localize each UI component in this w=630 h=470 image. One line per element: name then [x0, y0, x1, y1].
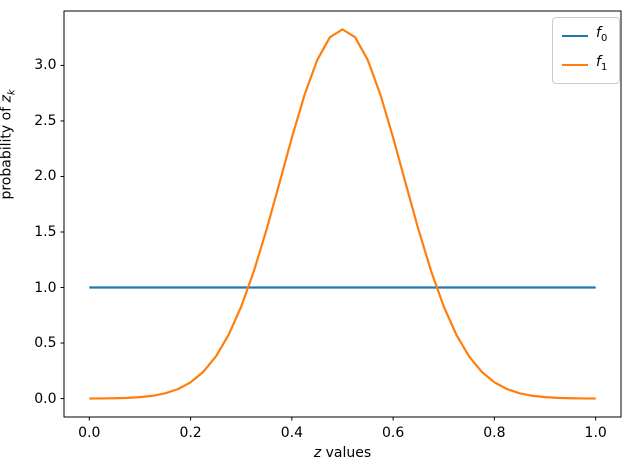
x-tick-label: 0.6 [381, 424, 405, 441]
x-tick-label: 1.0 [584, 424, 607, 441]
y-tick-label: 0.5 [34, 335, 57, 352]
legend-label-f0: f0 [596, 25, 608, 44]
y-tick-label: 1.0 [34, 279, 57, 296]
y-tick-label: 1.5 [34, 223, 57, 240]
y-tick-label: 2.5 [34, 112, 57, 129]
y-axis-label-variable: z [0, 95, 15, 103]
x-tick-label: 0.0 [78, 424, 101, 441]
x-tick-label: 0.2 [179, 424, 202, 441]
y-axis-label: probability of zk [0, 74, 17, 214]
legend-line-sample-f1 [562, 63, 588, 66]
series-line-f1 [89, 28, 596, 400]
axes-spines [63, 10, 622, 418]
y-axis-label-text: probability of [0, 102, 15, 200]
x-axis-label-variable: z [313, 445, 322, 461]
x-tick-label: 0.8 [483, 424, 506, 441]
y-tick-label: 3.0 [34, 57, 57, 74]
legend-item-f1: f1 [562, 54, 610, 76]
legend-item-f0: f0 [562, 25, 610, 47]
y-tick-label: 2.0 [34, 168, 57, 185]
x-tick-label: 0.4 [280, 424, 303, 441]
y-tick-label: 0.0 [34, 390, 57, 407]
legend: f0 f1 [552, 17, 620, 84]
x-axis-label-text: values [321, 445, 372, 461]
legend-line-sample-f0 [562, 34, 588, 37]
x-axis-label: z values [314, 445, 371, 461]
legend-label-f1: f1 [596, 53, 608, 73]
y-axis-label-subscript: k [6, 89, 18, 96]
